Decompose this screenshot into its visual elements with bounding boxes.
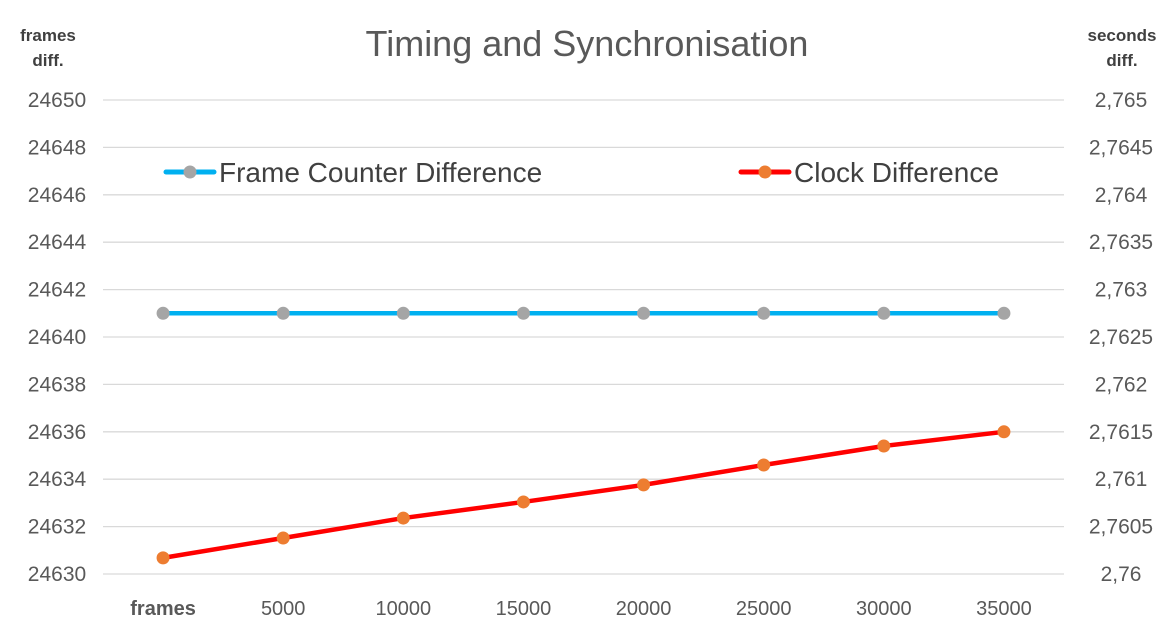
x-axis-ticks: frames 5000 10000 15000 20000 25000 30000 35000 xyxy=(130,598,1031,620)
chart-title: Timing and Synchronisation xyxy=(366,23,809,64)
right-tick-label: 2,761 xyxy=(1095,468,1148,491)
x-tick-label: 25000 xyxy=(736,598,792,620)
x-tick-label: 20000 xyxy=(616,598,672,620)
data-point-0 xyxy=(276,306,290,320)
right-axis-title-line1: seconds xyxy=(1088,26,1157,45)
left-tick-label: 24638 xyxy=(28,373,86,396)
right-tick-label: 2,7635 xyxy=(1089,231,1153,254)
data-point-0 xyxy=(156,306,170,320)
data-point-1 xyxy=(637,478,651,492)
right-tick-label: 2,765 xyxy=(1095,89,1148,112)
x-tick-label: 5000 xyxy=(261,598,306,620)
legend-frame-counter-marker xyxy=(183,165,197,179)
left-tick-label: 24644 xyxy=(28,231,87,254)
left-tick-label: 24640 xyxy=(28,326,86,349)
data-point-0 xyxy=(396,306,410,320)
data-point-1 xyxy=(276,531,290,545)
right-tick-label: 2,764 xyxy=(1095,184,1148,207)
left-tick-label: 24648 xyxy=(28,136,86,159)
left-tick-label: 24642 xyxy=(28,279,86,302)
x-tick-label: 30000 xyxy=(856,598,912,620)
right-tick-label: 2,7645 xyxy=(1089,136,1153,159)
left-tick-label: 24632 xyxy=(28,516,86,539)
right-tick-label: 2,7625 xyxy=(1089,326,1153,349)
left-tick-label: 24634 xyxy=(28,468,87,491)
data-point-1 xyxy=(156,551,170,565)
data-point-0 xyxy=(757,306,771,320)
right-tick-label: 2,7605 xyxy=(1089,516,1153,539)
data-point-1 xyxy=(757,458,771,472)
left-axis-title-line2: diff. xyxy=(32,51,63,70)
right-axis-title-line2: diff. xyxy=(1106,51,1137,70)
series xyxy=(156,306,1011,565)
data-point-1 xyxy=(997,425,1011,439)
right-tick-label: 2,762 xyxy=(1095,373,1148,396)
data-point-0 xyxy=(637,306,651,320)
data-point-1 xyxy=(396,511,410,525)
x-tick-label: 35000 xyxy=(976,598,1032,620)
right-axis-ticks: 2,76 2,7605 2,761 2,7615 2,762 2,7625 2,763 2,7… xyxy=(1089,89,1153,586)
data-point-1 xyxy=(877,439,891,453)
left-tick-label: 24636 xyxy=(28,421,86,444)
legend-frame-counter-label: Frame Counter Difference xyxy=(219,157,542,188)
series-line-1 xyxy=(160,429,1007,561)
right-tick-label: 2,763 xyxy=(1095,279,1148,302)
legend-clock-marker xyxy=(758,165,772,179)
gridlines xyxy=(103,99,1064,575)
data-point-1 xyxy=(516,495,530,509)
right-tick-label: 2,76 xyxy=(1101,563,1142,586)
data-point-0 xyxy=(997,306,1011,320)
data-point-0 xyxy=(516,306,530,320)
x-tick-label: 15000 xyxy=(496,598,552,620)
left-tick-label: 24646 xyxy=(28,184,86,207)
left-axis-title-line1: frames xyxy=(20,26,76,45)
right-tick-label: 2,7615 xyxy=(1089,421,1153,444)
legend: Frame Counter Difference Clock Differenc… xyxy=(163,157,999,188)
legend-clock-label: Clock Difference xyxy=(794,157,999,188)
left-tick-label: 24630 xyxy=(28,563,86,586)
data-point-0 xyxy=(877,306,891,320)
left-tick-label: 24650 xyxy=(28,89,86,112)
x-tick-label: frames xyxy=(130,598,196,620)
x-tick-label: 10000 xyxy=(376,598,432,620)
left-axis-ticks: 24630 24632 24634 24636 24638 24640 24642 24644… xyxy=(28,89,87,586)
